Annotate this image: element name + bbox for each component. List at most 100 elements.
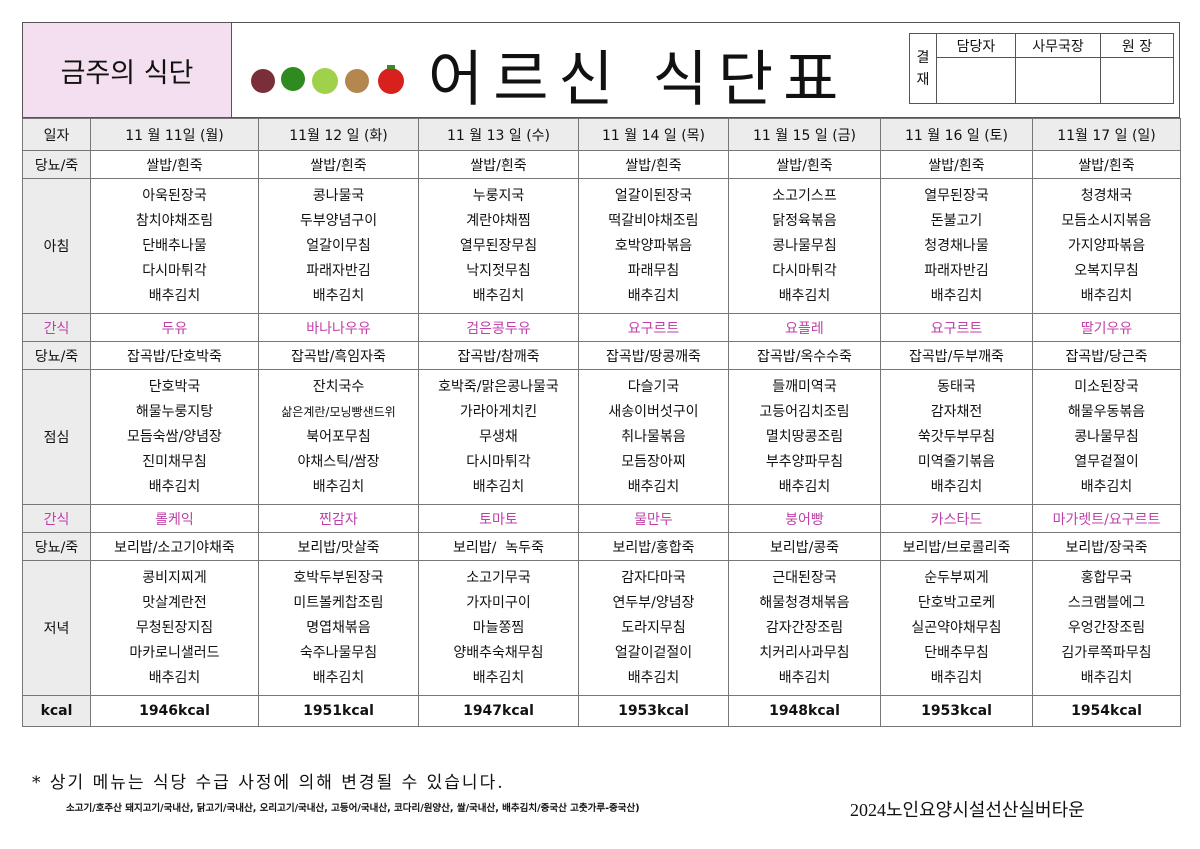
menu-cell: 호박두부된장국 미트볼케찹조림 명엽채볶음 숙주나물무침 배추김치 [258,560,419,696]
menu-item: 스크램블에그 [1067,594,1146,611]
menu-cell: 1948kcal [728,695,881,727]
menu-cell: 소고기스프 닭정육볶음 콩나물무침 다시마튀각 배추김치 [728,178,881,314]
menu-item: 마카로니샐러드 [129,644,220,661]
menu-item: 다시마튀각 [142,262,207,279]
menu-item: 야채스틱/쌈장 [297,453,380,470]
menu-cell: 붕어빵 [728,504,881,533]
approval-role: 담당자 [936,33,1016,58]
menu-item: 감자채전 [930,403,983,420]
menu-item: 소고기스프 [772,187,837,204]
date-header: 11 월 16 일 (토) [880,118,1033,151]
menu-cell: 미소된장국 해물우동볶음 콩나물무침 열무겉절이 배추김치 [1032,369,1181,505]
menu-item: 파래자반김 [306,262,371,279]
menu-item: 배추김치 [627,287,680,304]
menu-cell: 잡곡밥/옥수수죽 [728,341,881,370]
menu-item: 배추김치 [1080,669,1133,686]
menu-row: 간식 롤케익 찐감자 토마토 물만두 붕어빵 카스타드 마가렛트/요구르트 [22,504,1181,533]
menu-cell: 청경채국 모듬소시지볶음 가지양파볶음 오복지무침 배추김치 [1032,178,1181,314]
sign-box [1015,57,1101,104]
menu-cell: 잡곡밥/땅콩깨죽 [578,341,729,370]
menu-cell: 찐감자 [258,504,419,533]
menu-row: 당뇨/죽 쌀밥/흰죽 쌀밥/흰죽 쌀밥/흰죽 쌀밥/흰죽 쌀밥/흰죽 쌀밥/흰죽 쌀밥/흰죽 [22,150,1181,179]
menu-item: 얼갈이무침 [306,237,371,254]
menu-cell: 잡곡밥/당근죽 [1032,341,1181,370]
sign-box [1100,57,1174,104]
menu-cell: 요플레 [728,313,881,342]
menu-item: 낙지젓무침 [466,262,531,279]
menu-item: 멸치땅콩조림 [765,428,844,445]
menu-item: 가자미구이 [466,594,531,611]
approval-role: 사무국장 [1015,33,1101,58]
row-label: kcal [22,695,91,727]
menu-item: 순두부찌게 [924,569,989,586]
notice: * 상기 메뉴는 식당 수급 사정에 의해 변경될 수 있습니다. [32,773,505,793]
menu-cell: 딸기우유 [1032,313,1181,342]
menu-item: 배추김치 [778,478,831,495]
menu-item: 미역줄기볶음 [917,453,996,470]
menu-row: 당뇨/죽 잡곡밥/단호박죽 잡곡밥/흑임자죽 잡곡밥/참깨죽 잡곡밥/땅콩깨죽 잡곡밥/옥… [22,341,1181,370]
menu-item: 청경채나물 [924,237,989,254]
menu-item: 호박두부된장국 [293,569,384,586]
menu-cell: 얼갈이된장국 떡갈비야채조림 호박양파볶음 파래무침 배추김치 [578,178,729,314]
menu-item: 참치야채조림 [135,212,214,229]
menu-cell: 물만두 [578,504,729,533]
menu-item: 배추김치 [472,478,525,495]
approval-label-line: 결 [916,49,930,66]
menu-item: 가지양파볶음 [1067,237,1146,254]
menu-cell: 두유 [90,313,259,342]
menu-cell: 콩비지찌게 맛살계란전 무청된장지짐 마카로니샐러드 배추김치 [90,560,259,696]
date-header: 11 월 11일 (월) [90,118,259,151]
menu-item: 근대된장국 [772,569,837,586]
menu-item: 콩나물무침 [772,237,837,254]
menu-item: 배추김치 [312,478,365,495]
menu-item: 배추김치 [312,669,365,686]
menu-item: 배추김치 [472,669,525,686]
menu-item: 부추양파무침 [765,453,844,470]
row-label: 당뇨/죽 [22,341,91,370]
menu-item: 두부양념구이 [299,212,378,229]
menu-item: 배추김치 [627,669,680,686]
menu-cell: 잡곡밥/단호박죽 [90,341,259,370]
menu-item: 배추김치 [148,669,201,686]
menu-item: 연두부/양념장 [612,594,695,611]
menu-cell: 보리밥/맛살죽 [258,532,419,561]
menu-cell: 보리밥/콩죽 [728,532,881,561]
date-header: 11 월 15 일 (금) [728,118,881,151]
menu-cell: 검은콩두유 [418,313,579,342]
menu-cell: 쌀밥/흰죽 [728,150,881,179]
menu-item: 미소된장국 [1074,378,1139,395]
menu-cell: 잡곡밥/참깨죽 [418,341,579,370]
menu-item: 양배추숙채무침 [453,644,544,661]
menu-cell: 1947kcal [418,695,579,727]
menu-item: 배추김치 [1080,478,1133,495]
menu-item: 다시마튀각 [772,262,837,279]
menu-row: kcal 1946kcal 1951kcal 1947kcal 1953kcal 1948… [22,695,1181,727]
menu-item: 해물누룽지탕 [135,403,214,420]
menu-cell: 콩나물국 두부양념구이 얼갈이무침 파래자반김 배추김치 [258,178,419,314]
menu-item: 다슬기국 [627,378,680,395]
menu-row: 저녁 콩비지찌게 맛살계란전 무청된장지짐 마카로니샐러드 배추김치 호박두부된장국 미트볼케… [22,560,1181,696]
sign-box [936,57,1016,104]
menu-item: 미트볼케찹조림 [293,594,384,611]
menu-item: 무청된장지짐 [135,619,214,636]
corner-label: 일자 [22,118,91,151]
menu-item: 맛살계란전 [142,594,207,611]
menu-item: 명엽채볶음 [306,619,371,636]
organization: 2024노인요양시설선산실버타운 [850,800,1085,820]
row-label: 간식 [22,313,91,342]
menu-cell: 1946kcal [90,695,259,727]
menu-item: 열무겉절이 [1074,453,1139,470]
menu-cell: 쌀밥/흰죽 [418,150,579,179]
menu-item: 마늘쫑찜 [472,619,525,636]
menu-cell: 동태국 감자채전 쑥갓두부무침 미역줄기볶음 배추김치 [880,369,1033,505]
menu-row: 당뇨/죽 보리밥/소고기야채죽 보리밥/맛살죽 보리밥/ 녹두죽 보리밥/홍합죽 보리밥/… [22,532,1181,561]
menu-item: 모듬숙쌈/양념장 [127,428,222,445]
row-label: 저녁 [22,560,91,696]
menu-cell: 잡곡밥/두부깨죽 [880,341,1033,370]
menu-item: 배추김치 [472,287,525,304]
menu-item: 배추김치 [930,287,983,304]
menu-item: 삶은계란/모닝빵샌드위 [281,404,396,419]
